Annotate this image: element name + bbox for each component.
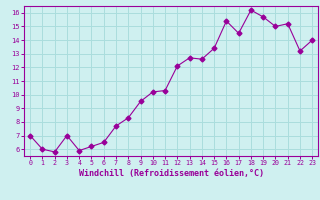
X-axis label: Windchill (Refroidissement éolien,°C): Windchill (Refroidissement éolien,°C) — [79, 169, 264, 178]
